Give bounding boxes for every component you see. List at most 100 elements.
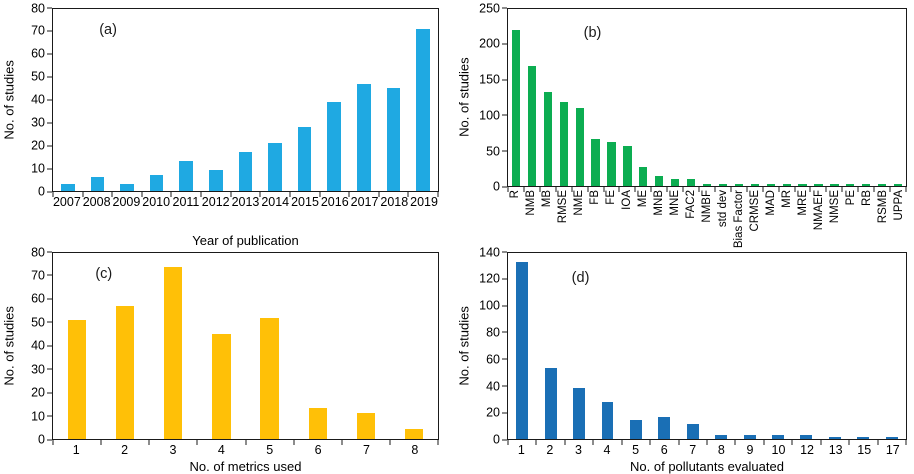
y-tick-mark [47,191,52,193]
category-slot [390,253,438,439]
bar [116,306,135,439]
x-tick-cell: Bias Factor [731,190,747,248]
bar [268,142,282,191]
bar [893,184,903,186]
bar [743,434,756,439]
category-slot [508,253,536,439]
y-tick-label: 250 [479,0,500,15]
plot-area: (b) [507,8,907,192]
y-tick-mark [47,145,52,147]
x-tick-mark [762,186,764,192]
y-tick-mark [47,53,52,55]
x-tick-label: 4 [217,442,225,457]
x-tick-label: 6 [314,442,322,457]
x-tick-mark [100,439,102,445]
x-tick-cell: 4 [197,443,245,457]
x-tick-mark [877,439,879,445]
x-tick-mark [698,186,700,192]
bar [857,437,870,439]
plot-area: (c) [52,252,439,445]
category-slot [715,9,731,186]
x-tick-label: MNB [652,189,665,216]
category-slot [556,9,572,186]
bar [686,179,696,186]
x-tick-mark [778,186,780,192]
category-slot [572,9,588,186]
y-tick-mark [502,439,507,441]
x-tick-cell: 13 [821,443,850,457]
x-tick-cell: 3 [564,443,593,457]
x-tick-mark [289,191,291,197]
category-slot [540,9,556,186]
x-tick-cell: 12 [793,443,822,457]
bar [179,161,194,191]
bar [516,262,529,439]
x-tick-cell: 8 [707,443,736,457]
y-tick-mark [502,114,507,116]
x-tick-cell: 2014 [260,195,290,209]
x-tick-mark [603,186,605,192]
y-tick-mark [47,99,52,101]
y-tick-label: 40 [31,92,45,107]
x-tick-label: 7 [362,442,370,457]
bar [559,102,568,186]
x-tick-cell: 5 [621,443,650,457]
bar [404,429,424,439]
y-tick-mark [47,168,52,170]
x-tick-mark [791,439,793,445]
bar [715,434,728,439]
x-tick-mark [378,191,380,197]
y-tick-mark [502,251,507,253]
y-tick-label: 150 [479,72,500,87]
panel-label: (c) [95,265,113,282]
x-tick-cell: 2017 [350,195,380,209]
bar [61,183,75,191]
x-tick-cell: 6 [650,443,679,457]
category-slot [294,253,342,439]
bar [639,166,648,186]
bar [527,65,537,186]
y-tick-label: 100 [479,298,500,313]
category-slot [795,9,811,186]
bar [830,184,839,186]
x-tick-cell: NMAEF [811,190,827,248]
x-tick-mark [714,186,716,192]
x-tick-label: 2009 [112,194,141,209]
bar [149,174,164,191]
x-tick-label: 9 [746,442,754,457]
x-axis: 1 2 3 4 5 6 7 8 9 10 12 13 15 17 [507,440,907,457]
x-tick-cell: 1 [52,443,100,457]
bar [416,29,430,191]
x-tick-mark [245,439,246,445]
y-tick-mark [47,345,52,347]
x-tick-mark [111,191,113,197]
category-slot [747,9,763,186]
bar [655,175,664,186]
x-tick-cell: 2019 [409,195,439,209]
y-tick-label: 0 [38,432,45,447]
bar [623,146,632,186]
y-tick-label: 80 [486,325,500,340]
y-tick-mark [47,439,52,441]
x-tick-label: FAC2 [684,189,697,219]
category-slot [650,253,678,439]
category-slot [379,9,409,191]
x-tick-label: MR [780,189,793,208]
bar [846,184,855,186]
bar [702,184,712,186]
x-tick-mark [507,186,509,192]
bar [772,434,784,439]
x-tick-cell: 7 [342,443,390,457]
y-tick-label: 140 [479,244,500,259]
x-tick-cell: 2010 [141,195,171,209]
x-tick-mark [507,439,509,445]
category-slot [707,253,735,439]
panel-label: (b) [583,24,602,41]
x-tick-mark [319,191,321,197]
category-slot [260,9,290,191]
x-tick-label: MB [540,189,553,208]
x-axis-title: Year of publication [192,233,299,248]
x-tick-label: UPPA [892,189,905,221]
x-tick-label: NMSE [828,189,841,224]
panel-label: (d) [571,269,590,286]
